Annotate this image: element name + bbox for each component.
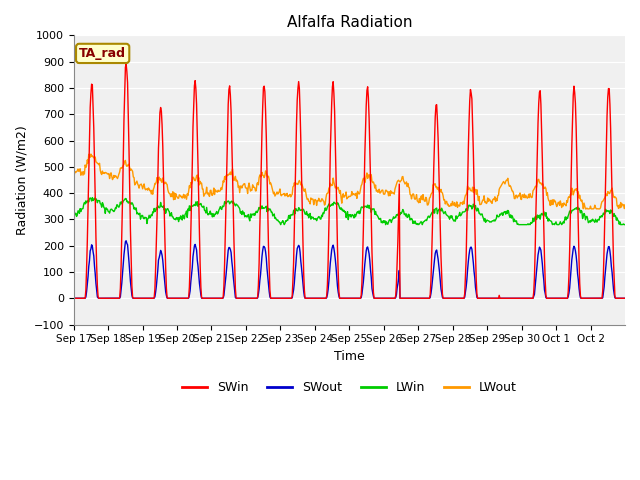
SWout — [438, 290, 445, 296]
X-axis label: Time: Time — [334, 350, 365, 363]
LWout — [70, 168, 77, 174]
LWout — [87, 151, 95, 157]
SWout — [621, 295, 629, 301]
SWout — [70, 295, 77, 301]
SWout — [285, 295, 292, 301]
LWin — [135, 212, 143, 217]
SWout — [122, 238, 130, 244]
Text: TA_rad: TA_rad — [79, 47, 126, 60]
LWout — [264, 174, 271, 180]
Line: LWin: LWin — [74, 198, 625, 225]
LWin — [277, 222, 285, 228]
LWin — [237, 210, 244, 216]
LWin — [70, 212, 77, 218]
LWin — [408, 216, 415, 221]
Line: SWin: SWin — [74, 64, 625, 298]
SWout — [264, 274, 271, 279]
SWout — [407, 295, 415, 301]
SWin — [70, 295, 77, 301]
Title: Alfalfa Radiation: Alfalfa Radiation — [287, 15, 412, 30]
LWin — [621, 222, 629, 228]
LWin — [88, 195, 96, 201]
SWout — [237, 295, 244, 301]
LWout — [407, 192, 415, 198]
SWin — [621, 295, 629, 301]
LWout — [621, 202, 629, 208]
Line: SWout: SWout — [74, 241, 625, 298]
LWout — [237, 183, 244, 189]
Legend: SWin, SWout, LWin, LWout: SWin, SWout, LWin, LWout — [177, 376, 522, 399]
Line: LWout: LWout — [74, 154, 625, 209]
LWin — [285, 213, 293, 218]
SWout — [135, 295, 143, 301]
SWin — [285, 295, 292, 301]
SWin — [407, 295, 415, 301]
SWin — [122, 61, 130, 67]
LWout — [285, 193, 292, 199]
LWout — [582, 206, 589, 212]
LWout — [135, 185, 143, 191]
LWin — [264, 205, 271, 211]
LWout — [438, 190, 445, 195]
SWin — [438, 273, 445, 278]
SWin — [135, 295, 143, 301]
SWin — [237, 295, 244, 301]
LWin — [438, 207, 446, 213]
SWin — [264, 208, 271, 214]
Y-axis label: Radiation (W/m2): Radiation (W/m2) — [15, 125, 28, 235]
